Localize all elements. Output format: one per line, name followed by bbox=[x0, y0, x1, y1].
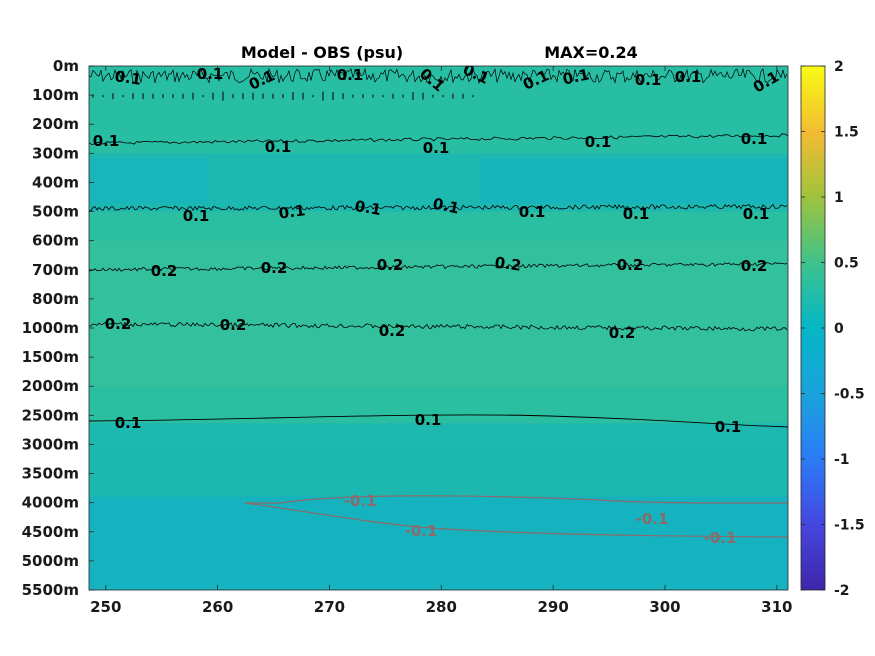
contour-label: 0.1 bbox=[278, 201, 307, 223]
y-tick-label: 700m bbox=[32, 261, 79, 279]
colorbar-tick-label: -1.5 bbox=[834, 518, 865, 534]
y-tick-label: 500m bbox=[32, 203, 79, 221]
colorbar-tick-label: 2 bbox=[834, 59, 844, 75]
colorbar-ticks: 2 1.5 1 0.5 0 -0.5 -1 -1.5 -2 bbox=[801, 59, 865, 599]
x-tick-label: 310 bbox=[761, 598, 792, 616]
colorbar-tick-label: 0.5 bbox=[834, 256, 859, 272]
contour-label: 0.1 bbox=[115, 414, 142, 432]
contour-label: 0.1 bbox=[623, 205, 650, 223]
y-tick-label: 800m bbox=[32, 290, 79, 308]
contour-label: 0.1 bbox=[585, 133, 612, 151]
colorbar-tick-label: 0 bbox=[834, 321, 844, 337]
contour-label: 0.1 bbox=[635, 71, 662, 89]
contour-label: 0.2 bbox=[379, 322, 406, 340]
field-band bbox=[480, 158, 788, 204]
contour-label: 0.2 bbox=[105, 315, 132, 333]
contour-label: 0.1 bbox=[743, 205, 770, 223]
y-tick-label: 1500m bbox=[22, 348, 79, 366]
contour-line bbox=[89, 203, 788, 212]
field-bands bbox=[89, 66, 788, 590]
contour-label: 0.1 bbox=[353, 197, 382, 219]
contour-line bbox=[89, 262, 788, 272]
contour-line bbox=[244, 502, 788, 538]
contour-label: 0.2 bbox=[741, 257, 768, 275]
contour-label: 0.1 bbox=[675, 68, 702, 86]
x-tick-label: 260 bbox=[202, 598, 233, 616]
contour-line bbox=[245, 495, 788, 504]
y-tick-label: 2000m bbox=[22, 377, 79, 395]
x-tick-label: 300 bbox=[649, 598, 680, 616]
colorbar-tick-label: -1 bbox=[834, 452, 850, 468]
contour-label: -0.1 bbox=[636, 510, 669, 528]
colorbar-tick-label: -2 bbox=[834, 583, 850, 599]
contour-label: -0.1 bbox=[704, 529, 737, 547]
field-band bbox=[89, 66, 788, 154]
y-tick-label: 2500m bbox=[22, 406, 79, 424]
colorbar-tick-label: 1 bbox=[834, 190, 844, 206]
y-tick-label: 400m bbox=[32, 173, 79, 191]
y-tick-label: 5000m bbox=[22, 552, 79, 570]
x-axis: 250 260 270 280 290 300 310 bbox=[90, 66, 792, 616]
contour-label: 0.1 bbox=[114, 67, 143, 89]
chart-title: Model - OBS (psu) bbox=[241, 43, 403, 62]
contour-label: 0.1 bbox=[561, 65, 591, 88]
contour-line bbox=[89, 414, 788, 428]
colorbar: 2 1.5 1 0.5 0 -0.5 -1 -1.5 -2 bbox=[800, 59, 865, 599]
contour-label: 0.1 bbox=[741, 130, 768, 148]
contour-label: 0.2 bbox=[261, 259, 288, 277]
field-band bbox=[89, 496, 788, 590]
colorbar-tick-label: 1.5 bbox=[834, 125, 859, 141]
contour-label: 0.1 bbox=[415, 411, 442, 429]
field-band bbox=[89, 240, 788, 387]
contour-label: 0.1 bbox=[93, 132, 120, 150]
y-tick-label: 0m bbox=[53, 57, 79, 75]
field-band bbox=[89, 444, 788, 503]
y-tick-label: 5500m bbox=[22, 581, 79, 599]
contour-label: 0.1 bbox=[519, 203, 546, 221]
contour-label: -0.1 bbox=[405, 522, 438, 540]
y-tick-label: 600m bbox=[32, 232, 79, 250]
x-tick-label: 250 bbox=[90, 598, 121, 616]
y-tick-label: 1000m bbox=[22, 319, 79, 337]
x-tick-label: 280 bbox=[426, 598, 457, 616]
y-tick-label: 100m bbox=[32, 86, 79, 104]
y-tick-label: 4500m bbox=[22, 523, 79, 541]
contour-label: -0.1 bbox=[344, 492, 377, 510]
y-tick-label: 3000m bbox=[22, 435, 79, 453]
y-tick-label: 4000m bbox=[22, 494, 79, 512]
contour-label: 0.2 bbox=[609, 324, 636, 342]
y-tick-label: 300m bbox=[32, 144, 79, 162]
x-tick-label: 290 bbox=[537, 598, 568, 616]
contour-label: 0.1 bbox=[337, 66, 364, 84]
y-tick-label: 3500m bbox=[22, 465, 79, 483]
contour-label: 0.1 bbox=[183, 207, 210, 225]
contour-label: 0.2 bbox=[377, 256, 404, 274]
contour-label: 0.1 bbox=[423, 139, 450, 157]
chart-subtitle: MAX=0.24 bbox=[544, 43, 638, 62]
contour-label: 0.1 bbox=[265, 138, 292, 156]
contour-line bbox=[89, 321, 788, 332]
contour-label: 0.2 bbox=[220, 316, 247, 334]
x-tick-label: 270 bbox=[314, 598, 345, 616]
contour-label: 0.1 bbox=[715, 418, 742, 436]
contour-line bbox=[89, 67, 788, 84]
plot-area: 0.1 0.1 0.1 0.1 0.1 0.1 0.1 0.1 0.1 0.1 0.1 0.1 0.1 0… bbox=[89, 65, 788, 590]
contour-line bbox=[89, 133, 788, 146]
contour-label: 0.1 bbox=[197, 65, 224, 83]
contour-label: 0.2 bbox=[151, 262, 178, 280]
contour-label: 0.1 bbox=[431, 194, 461, 217]
y-axis: 0m 100m 200m 300m 400m 500m 600m 700m 800m 1000m 1… bbox=[22, 57, 94, 599]
field-band bbox=[89, 158, 209, 204]
contour-label: 0.2 bbox=[617, 256, 644, 274]
contour-label: 0.2 bbox=[494, 253, 523, 275]
y-tick-label: 200m bbox=[32, 115, 79, 133]
colorbar-tick-label: -0.5 bbox=[834, 387, 865, 403]
contour-lines bbox=[89, 67, 788, 538]
